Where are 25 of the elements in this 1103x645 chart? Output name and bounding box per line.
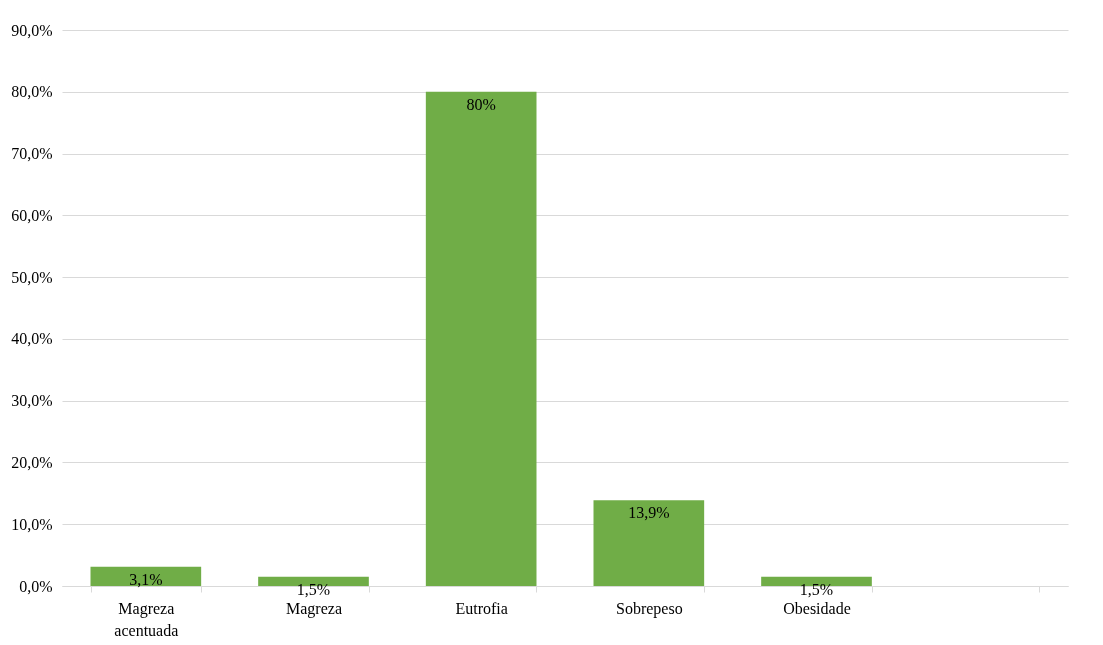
y-tick-label: 40,0% <box>11 330 53 348</box>
x-tick-label: Magreza <box>286 599 342 618</box>
y-tick-label: 70,0% <box>11 145 53 163</box>
y-tick-label: 50,0% <box>11 268 53 286</box>
bar <box>90 566 202 586</box>
data-label: 3,1% <box>129 570 163 588</box>
x-tick-label: Magreza acentuada <box>114 599 179 639</box>
bar <box>761 576 872 586</box>
y-tick-label: 20,0% <box>11 453 53 471</box>
y-tick-label: 10,0% <box>11 515 53 533</box>
data-label: 13,9% <box>628 504 670 522</box>
data-label: 1,5% <box>799 580 834 598</box>
y-tick-label: 80,0% <box>11 83 53 101</box>
y-tick-label: 0,0% <box>19 577 53 595</box>
x-tick-label: Eutrofia <box>455 599 508 617</box>
bar <box>593 500 705 586</box>
y-tick-label: 90,0% <box>11 21 53 39</box>
bar <box>425 91 537 586</box>
data-label: 80% <box>466 95 496 113</box>
x-tick-label: Obesidade <box>783 599 851 617</box>
x-tick-label: Sobrepeso <box>616 599 683 618</box>
y-tick-label: 30,0% <box>11 392 53 410</box>
bar <box>258 576 369 586</box>
data-label: 1,5% <box>296 580 331 598</box>
y-tick-label: 60,0% <box>11 206 53 224</box>
